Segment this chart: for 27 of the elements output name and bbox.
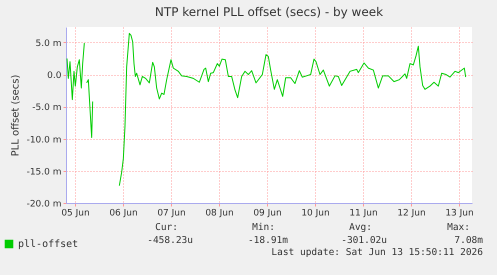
- text: Max:: [447, 222, 470, 233]
- x-tick-label: 06 Jun: [109, 208, 138, 218]
- x-tick-label: 10 Jun: [301, 208, 330, 218]
- x-tick-label: 05 Jun: [61, 208, 90, 218]
- x-tick-label: 11 Jun: [349, 208, 378, 218]
- y-tick-label: 5.0 m: [36, 38, 62, 49]
- legend-label: pll-offset: [18, 239, 78, 250]
- y-tick-label: 0.0: [47, 71, 62, 82]
- text: Min:: [252, 222, 275, 233]
- text: Avg:: [349, 222, 372, 233]
- x-tick-label: 08 Jun: [205, 208, 234, 218]
- x-tick-label: 09 Jun: [253, 208, 282, 218]
- text: 7.08m: [454, 235, 483, 246]
- text: -458.23u: [147, 235, 193, 246]
- text: Cur:: [155, 222, 178, 233]
- chart-title: NTP kernel PLL offset (secs) - by week: [154, 5, 384, 19]
- y-axis-title: PLL offset (secs): [10, 74, 22, 156]
- y-tick-label: -10.0 m: [26, 135, 62, 146]
- text: -18.91m: [248, 235, 288, 246]
- y-tick-label: -20.0 m: [26, 200, 62, 210]
- x-tick-label: 13 Jun: [445, 208, 474, 218]
- text: Last update: Sat Jun 13 15:50:11 2026: [271, 247, 483, 258]
- x-tick-label: 12 Jun: [397, 208, 426, 218]
- text: -301.02u: [341, 235, 387, 246]
- x-tick-label: 07 Jun: [157, 208, 186, 218]
- y-tick-label: -15.0 m: [26, 167, 62, 178]
- y-tick-label: -5.0 m: [32, 103, 62, 114]
